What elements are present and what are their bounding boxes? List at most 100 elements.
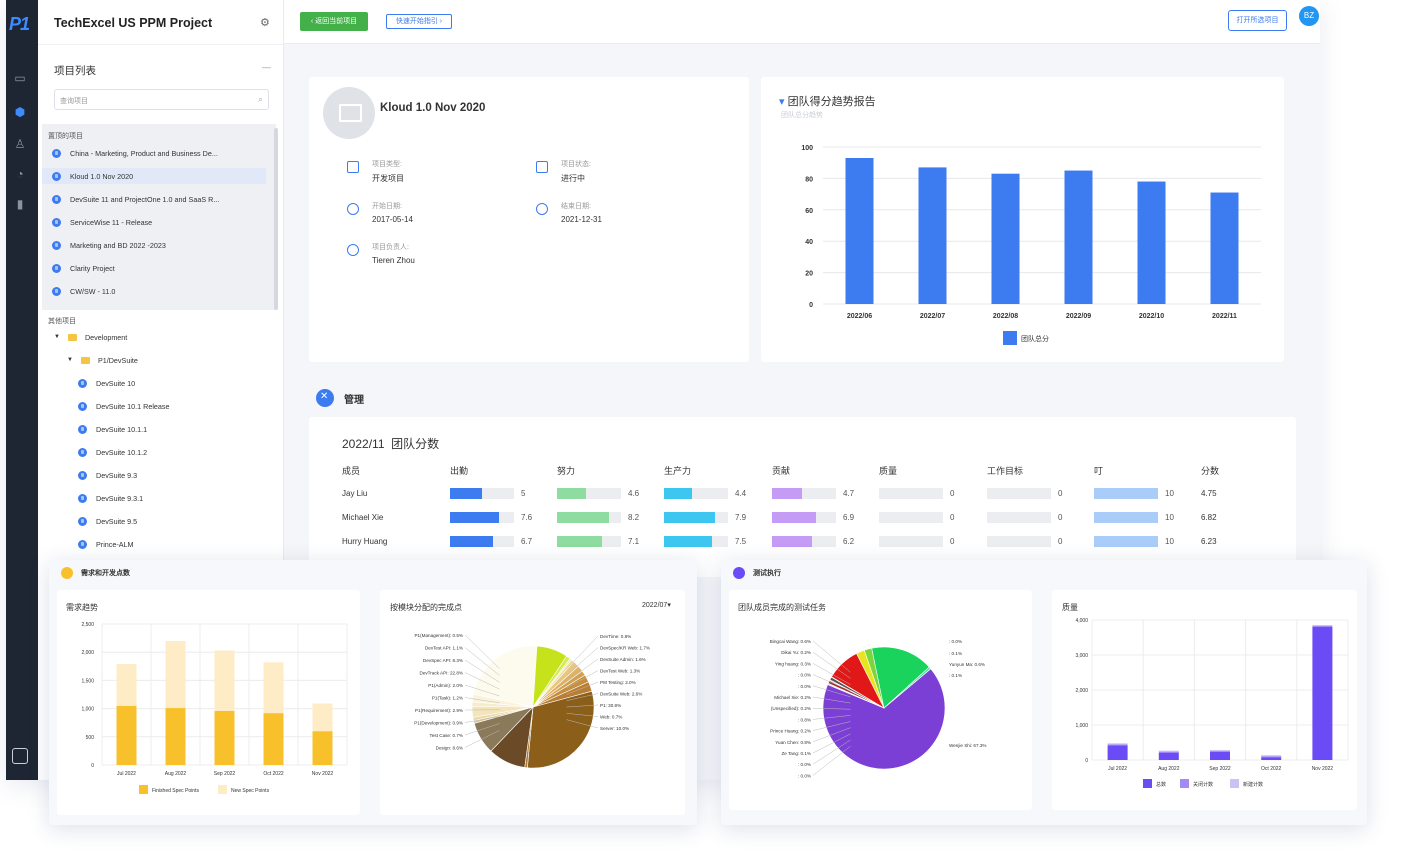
- leader-line: [464, 684, 500, 697]
- pie-label: : 0.1%: [949, 651, 962, 656]
- requirement-trend-chart: 0 500 1,000 1,500 2,000 2,500 Jul 2022 Aug 2022…: [81, 622, 348, 794]
- quality-bar: [1210, 751, 1230, 760]
- legend-label: Finished Spec Points: [152, 788, 199, 794]
- score-value: 7.1: [628, 537, 640, 546]
- document-icon[interactable]: ▭: [14, 71, 26, 85]
- settings-icon[interactable]: ⚙: [260, 17, 270, 29]
- score-value: 4.6: [628, 489, 640, 498]
- tree-project-item[interactable]: DevSuite 10.1 Release: [78, 399, 170, 413]
- leader-line: [566, 704, 599, 708]
- pie-slice: [883, 666, 932, 709]
- team-test-tasks-card: 团队成员完成的测试任务 Bingcai Wang: 0.6% Dikai Yu: …: [729, 590, 1032, 810]
- project-list-title: 项目列表: [54, 65, 96, 77]
- stacked-bar-segment: [165, 708, 186, 765]
- team-trend-subtitle: 团队总分趋势: [781, 112, 823, 119]
- pinned-project-item[interactable]: Kloud 1.0 Nov 2020: [42, 168, 266, 184]
- tree-project-item[interactable]: DevSuite 9.3: [78, 468, 137, 482]
- scrollbar[interactable]: [274, 128, 278, 310]
- score-bar-fill: [557, 512, 610, 523]
- score-value: 7.6: [521, 513, 533, 522]
- score-value: 6.2: [843, 537, 855, 546]
- pie-label: P1(Development): 0.9%: [414, 721, 463, 726]
- column-header: 分数: [1201, 466, 1220, 476]
- pinned-project-item[interactable]: Marketing and BD 2022 -2023: [52, 237, 166, 253]
- y-tick-label: 2,000: [81, 650, 94, 656]
- score-bar: [879, 488, 943, 499]
- pie-label: Test Case: 0.7%: [430, 733, 463, 738]
- score-value: 0: [1058, 537, 1063, 546]
- chevron-icon[interactable]: —: [262, 62, 271, 72]
- pie-label: P1(Requirement): 2.9%: [415, 708, 463, 713]
- leader-line: [566, 713, 599, 717]
- open-selected-project-button[interactable]: 打开所选项目: [1228, 10, 1287, 31]
- score-bar-fill: [772, 488, 803, 499]
- score-bar: [557, 536, 621, 547]
- pinned-project-item[interactable]: ServiceWise 11 - Release: [52, 214, 152, 230]
- tree-project-item[interactable]: DevSuite 10: [78, 376, 135, 390]
- score-value: 10: [1165, 537, 1174, 546]
- pie-chart-icon[interactable]: ◔: [16, 167, 24, 181]
- period-select[interactable]: 2022/07▾: [642, 601, 671, 609]
- collapse-rail-icon[interactable]: [12, 748, 28, 764]
- type-label: 项目类型:: [372, 161, 402, 168]
- leader-line: [812, 733, 851, 754]
- pinned-project-item[interactable]: Clarity Project: [52, 260, 115, 276]
- other-projects-label: 其他项目: [48, 318, 76, 325]
- team-trend-title: ▾ 团队得分趋势报告: [779, 93, 876, 109]
- x-tick-label: Jul 2022: [1108, 766, 1127, 772]
- back-label: 返回当前项目: [315, 18, 358, 25]
- pie-label: Server: 10.0%: [600, 726, 629, 731]
- project-label: CW/SW - 11.0: [70, 286, 116, 296]
- y-tick-label: 40: [805, 239, 813, 246]
- leader-line: [812, 707, 851, 710]
- pinned-project-item[interactable]: CW/SW - 11.0: [52, 283, 115, 299]
- stacked-bar-segment: [312, 703, 333, 732]
- start-value: 2017-05-14: [372, 215, 413, 224]
- pie-label: P1: 30.8%: [600, 703, 621, 708]
- score-bar: [450, 488, 514, 499]
- tree-project-item[interactable]: DevSuite 10.1.2: [78, 445, 147, 459]
- column-header: 生产力: [664, 466, 692, 476]
- tree-project-item[interactable]: DevSuite 9.5: [78, 514, 137, 528]
- score-value: 10: [1165, 513, 1174, 522]
- project-label: Clarity Project: [70, 263, 115, 273]
- project-search-input[interactable]: 查询项目 ⌕: [54, 89, 269, 110]
- y-tick-label: 20: [805, 271, 813, 278]
- pinned-project-item[interactable]: DevSuite 11 and ProjectOne 1.0 and SaaS …: [52, 191, 219, 207]
- pinned-project-item[interactable]: China - Marketing, Product and Business …: [52, 145, 218, 161]
- tree-project-item[interactable]: DevSuite 9.3.1: [78, 491, 143, 505]
- x-tick-label: 2022/11: [1212, 313, 1237, 320]
- pie-label: DevTest API: 1.1%: [425, 646, 463, 651]
- score-bar: [772, 512, 836, 523]
- y-tick-label: 100: [801, 145, 813, 152]
- module-completion-card: 按模块分配的完成点 2022/07▾ P1(Management): 0.5% D…: [380, 590, 685, 815]
- y-tick-label: 1,000: [1075, 723, 1088, 729]
- score-bar-fill: [557, 488, 587, 499]
- back-to-current-project-button[interactable]: ‹ 返回当前项目: [300, 12, 368, 31]
- pie-label: : 0.0%: [798, 773, 811, 778]
- score-bar: [450, 512, 514, 523]
- tree-project-item[interactable]: DevSuite 10.1.1: [78, 422, 147, 436]
- users-icon[interactable]: ♙: [14, 137, 26, 151]
- y-tick-label: 0: [1085, 758, 1088, 764]
- member-name: Hurry Huang: [342, 537, 388, 546]
- score-bar-fill: [772, 512, 817, 523]
- check-circle-icon: [536, 203, 548, 215]
- cube-icon: [78, 539, 87, 549]
- tree-project-item[interactable]: Prince-ALM: [78, 537, 134, 551]
- pinned-label: 置顶的项目: [48, 133, 83, 140]
- x-tick-label: 2022/07: [920, 313, 945, 320]
- guide-label: 快速开始指引: [395, 18, 438, 25]
- project-label: Kloud 1.0 Nov 2020: [70, 171, 134, 181]
- pie-label: : 0.0%: [798, 762, 811, 767]
- quick-start-guide-button[interactable]: 快速开始指引 ›: [386, 14, 452, 29]
- tree-folder-development[interactable]: ▼ Development: [54, 330, 127, 344]
- cube-icon: [78, 424, 87, 434]
- tree-folder-p1-devsuite[interactable]: ▼ P1/DevSuite: [67, 353, 138, 367]
- cube-icon[interactable]: ⬢: [14, 105, 26, 119]
- bar-chart-icon[interactable]: ▮: [16, 197, 24, 211]
- score-bar: [557, 488, 621, 499]
- legend-swatch: [139, 785, 148, 794]
- cube-icon: [52, 217, 61, 227]
- user-avatar[interactable]: BZ: [1299, 6, 1319, 26]
